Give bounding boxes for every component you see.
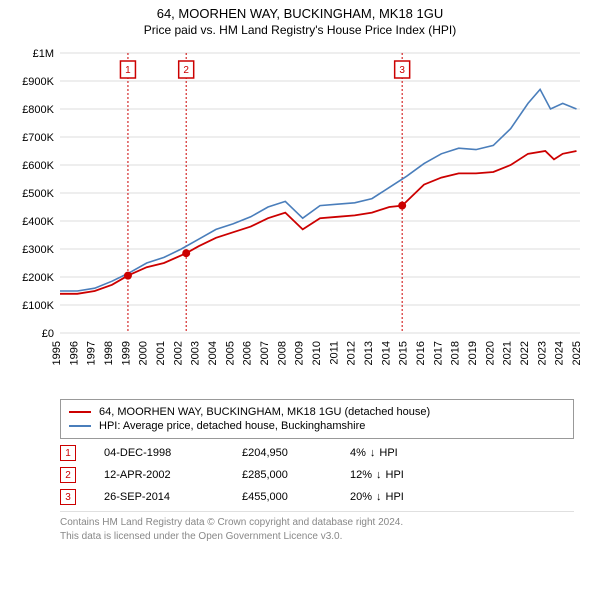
svg-text:2015: 2015 [398, 341, 410, 365]
svg-text:2025: 2025 [571, 341, 583, 365]
svg-text:1: 1 [125, 65, 131, 76]
events-table: 1 04-DEC-1998 £204,950 4%↓HPI 2 12-APR-2002 £2… [60, 445, 574, 505]
svg-text:2013: 2013 [363, 341, 375, 365]
svg-text:£500K: £500K [22, 188, 54, 200]
event-diff: 4%↓HPI [350, 447, 398, 459]
svg-text:2020: 2020 [484, 341, 496, 365]
event-price: £455,000 [242, 491, 322, 503]
svg-text:1997: 1997 [86, 341, 98, 365]
chart-svg: £0 £100K £200K £300K £400K £500K £600K £700K £80… [10, 43, 590, 393]
event-date: 26-SEP-2014 [104, 491, 214, 503]
legend-item: HPI: Average price, detached house, Buck… [69, 420, 565, 432]
event-diff: 20%↓HPI [350, 491, 404, 503]
svg-text:£300K: £300K [22, 244, 54, 256]
svg-text:2003: 2003 [190, 341, 202, 365]
svg-text:£200K: £200K [22, 272, 54, 284]
event-price: £285,000 [242, 469, 322, 481]
chart-plot: £0 £100K £200K £300K £400K £500K £600K £700K £80… [10, 43, 590, 393]
svg-text:£700K: £700K [22, 132, 54, 144]
legend-label: HPI: Average price, detached house, Buck… [99, 420, 365, 432]
arrow-down-icon: ↓ [376, 491, 382, 503]
event-marker: 3 [60, 489, 76, 505]
svg-text:2012: 2012 [346, 341, 358, 365]
event-date: 04-DEC-1998 [104, 447, 214, 459]
chart-subtitle: Price paid vs. HM Land Registry's House … [10, 23, 590, 37]
svg-text:2018: 2018 [450, 341, 462, 365]
legend-swatch [69, 411, 91, 413]
svg-text:2007: 2007 [259, 341, 271, 365]
svg-text:1996: 1996 [68, 341, 80, 365]
svg-text:2005: 2005 [224, 341, 236, 365]
footer-attribution: Contains HM Land Registry data © Crown c… [60, 511, 574, 543]
svg-text:2022: 2022 [519, 341, 531, 365]
svg-text:2009: 2009 [294, 341, 306, 365]
svg-text:1995: 1995 [51, 341, 63, 365]
svg-text:2006: 2006 [242, 341, 254, 365]
event-marker: 2 [60, 467, 76, 483]
svg-text:2000: 2000 [138, 341, 150, 365]
legend-label: 64, MOORHEN WAY, BUCKINGHAM, MK18 1GU (d… [99, 406, 430, 418]
svg-text:1998: 1998 [103, 341, 115, 365]
footer-line-2: This data is licensed under the Open Gov… [60, 530, 574, 544]
svg-text:£900K: £900K [22, 76, 54, 88]
svg-text:2004: 2004 [207, 341, 219, 365]
svg-text:2011: 2011 [328, 341, 340, 365]
svg-text:2014: 2014 [380, 341, 392, 365]
svg-text:£1M: £1M [33, 48, 54, 60]
event-marker: 1 [60, 445, 76, 461]
svg-text:2023: 2023 [536, 341, 548, 365]
svg-text:£0: £0 [42, 328, 54, 340]
svg-text:£100K: £100K [22, 300, 54, 312]
legend-item: 64, MOORHEN WAY, BUCKINGHAM, MK18 1GU (d… [69, 406, 565, 418]
arrow-down-icon: ↓ [370, 447, 376, 459]
svg-text:2017: 2017 [432, 341, 444, 365]
event-date: 12-APR-2002 [104, 469, 214, 481]
event-diff: 12%↓HPI [350, 469, 404, 481]
arrow-down-icon: ↓ [376, 469, 382, 481]
svg-text:2008: 2008 [276, 341, 288, 365]
svg-text:3: 3 [399, 65, 405, 76]
svg-text:1999: 1999 [120, 341, 132, 365]
svg-text:2019: 2019 [467, 341, 479, 365]
legend: 64, MOORHEN WAY, BUCKINGHAM, MK18 1GU (d… [60, 399, 574, 439]
svg-text:£600K: £600K [22, 160, 54, 172]
svg-text:2021: 2021 [502, 341, 514, 365]
svg-text:2001: 2001 [155, 341, 167, 365]
event-row: 1 04-DEC-1998 £204,950 4%↓HPI [60, 445, 574, 461]
svg-text:£400K: £400K [22, 216, 54, 228]
svg-text:£800K: £800K [22, 104, 54, 116]
chart-container: 64, MOORHEN WAY, BUCKINGHAM, MK18 1GU Pr… [0, 0, 600, 547]
svg-text:2016: 2016 [415, 341, 427, 365]
legend-swatch [69, 425, 91, 427]
svg-text:2024: 2024 [554, 341, 566, 365]
footer-line-1: Contains HM Land Registry data © Crown c… [60, 516, 574, 530]
svg-text:2010: 2010 [311, 341, 323, 365]
svg-text:2002: 2002 [172, 341, 184, 365]
event-price: £204,950 [242, 447, 322, 459]
event-row: 3 26-SEP-2014 £455,000 20%↓HPI [60, 489, 574, 505]
event-row: 2 12-APR-2002 £285,000 12%↓HPI [60, 467, 574, 483]
svg-text:2: 2 [183, 65, 189, 76]
chart-title: 64, MOORHEN WAY, BUCKINGHAM, MK18 1GU [10, 6, 590, 21]
